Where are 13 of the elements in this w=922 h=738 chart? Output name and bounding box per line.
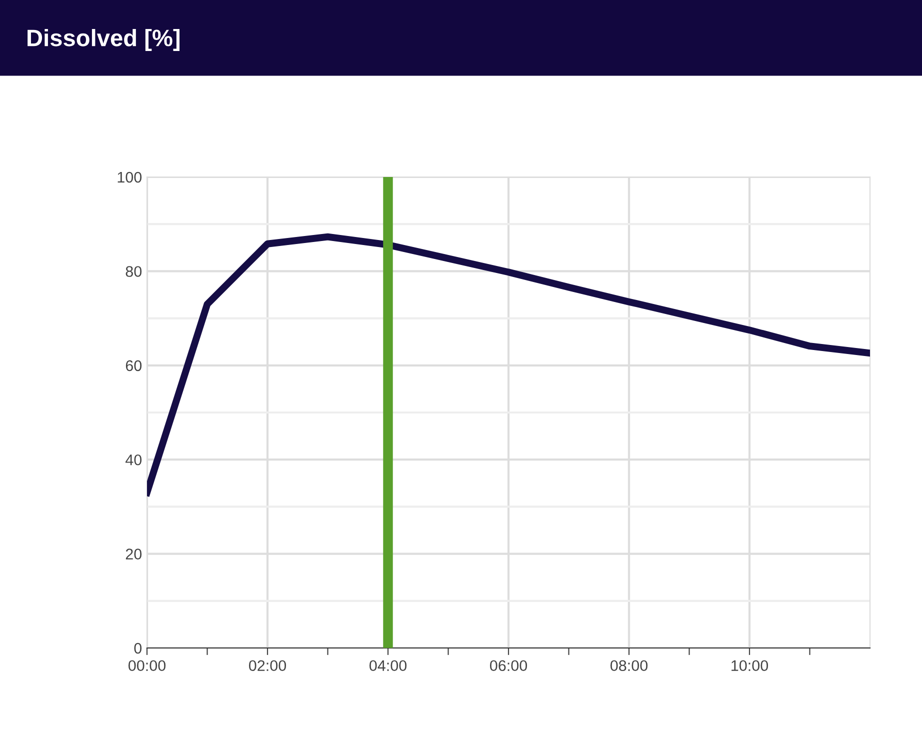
x-tick-label: 00:00 [128, 660, 166, 672]
chart-title: Dissolved [%] [28, 28, 180, 52]
y-tick-label: 40 [126, 454, 142, 466]
y-tick-label: 60 [126, 360, 142, 372]
y-tick-label: 100 [118, 172, 142, 183]
x-tick-label: 06:00 [490, 660, 528, 672]
x-tick-label: 10:00 [732, 660, 768, 672]
y-tick-label: 20 [126, 548, 142, 560]
x-tick-label: 08:00 [610, 660, 648, 672]
y-tick-label: 80 [126, 266, 142, 277]
x-tick-label: 02:00 [248, 660, 286, 672]
y-tick-label: 0 [134, 642, 142, 654]
x-tick-label: 04:00 [369, 660, 407, 672]
